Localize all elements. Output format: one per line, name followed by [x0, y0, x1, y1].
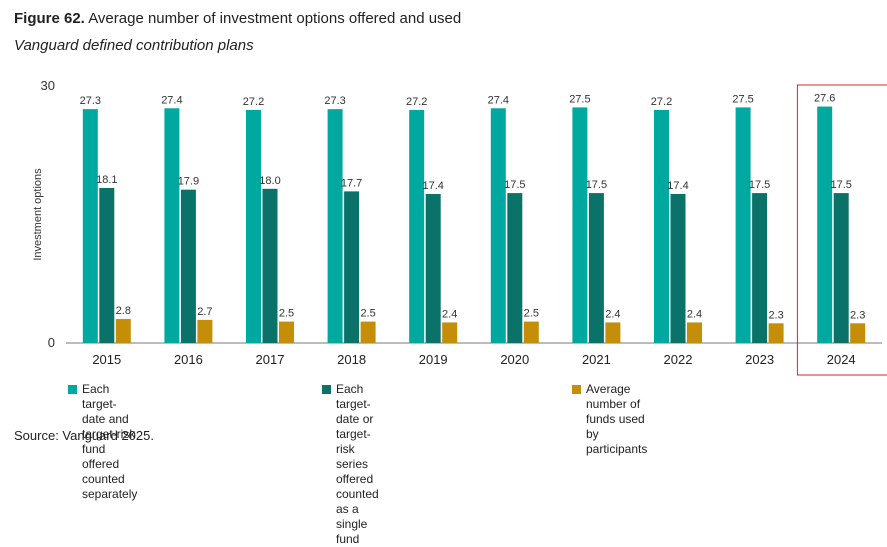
- data-label: 2.4: [687, 308, 702, 320]
- data-label: 18.0: [259, 175, 280, 187]
- bar: [817, 106, 833, 343]
- bar: [490, 108, 506, 343]
- bar: [768, 323, 784, 343]
- bar: [687, 322, 702, 343]
- legend-swatch-gold: [572, 385, 581, 394]
- bar: [735, 107, 751, 344]
- data-label: 17.5: [749, 179, 770, 191]
- data-label: 17.5: [504, 179, 525, 191]
- bar: [279, 321, 294, 343]
- figure-title-text: Average number of investment options off…: [88, 10, 462, 27]
- x-tick-label: 2019: [419, 352, 448, 367]
- bar: [670, 193, 686, 343]
- bar: [523, 321, 539, 343]
- bar: [180, 189, 196, 343]
- bar: [197, 319, 213, 343]
- bar: [262, 188, 278, 343]
- data-label: 17.4: [422, 180, 443, 192]
- x-tick-label: 2020: [500, 352, 529, 367]
- bar: [360, 321, 376, 343]
- bar: [327, 109, 343, 343]
- x-tick-label: 2023: [745, 352, 774, 367]
- bar: [164, 108, 180, 343]
- bar: [246, 109, 261, 343]
- bar: [850, 323, 866, 343]
- data-label: 27.5: [569, 93, 590, 105]
- data-label: 27.2: [651, 96, 672, 108]
- bar: [507, 193, 523, 343]
- data-label: 17.5: [586, 179, 607, 191]
- data-label: 2.3: [768, 309, 783, 321]
- bar: [99, 187, 115, 343]
- bar: [833, 193, 849, 343]
- data-label: 2.5: [360, 308, 375, 320]
- bar: [752, 193, 768, 343]
- bar-chart: Investment options 0 30 27.3 18.1 2.8 2015 27.4…: [32, 78, 887, 376]
- data-label: 27.4: [161, 94, 182, 106]
- data-label: 27.3: [80, 95, 101, 107]
- x-tick-label: 2024: [827, 352, 856, 367]
- data-label: 17.9: [178, 176, 199, 188]
- y-axis-title: Investment options: [32, 168, 44, 261]
- highlight-box-2024: [796, 84, 887, 376]
- x-tick-label: 2017: [256, 352, 285, 367]
- legend-swatch-dark-teal: [322, 385, 331, 394]
- x-tick-label: 2018: [337, 352, 366, 367]
- x-tick-label: 2016: [174, 352, 203, 367]
- data-label: 27.6: [814, 93, 835, 105]
- bar: [572, 107, 588, 344]
- bar: [605, 322, 621, 343]
- figure-subtitle: Vanguard defined contribution plans: [14, 37, 254, 54]
- data-label: 2.5: [279, 308, 294, 320]
- data-label: 2.7: [197, 306, 212, 318]
- legend-label-gold: Average number of funds used by particip…: [586, 382, 648, 456]
- figure-label: Figure 62.: [14, 10, 85, 27]
- figure-title: Figure 62. Average number of investment …: [14, 10, 461, 27]
- bar: [409, 109, 425, 343]
- bar: [442, 322, 458, 343]
- data-label: 2.3: [850, 309, 865, 321]
- legend-label-dark-teal: Each target-date or target-risk series o…: [336, 382, 379, 546]
- legend-swatch-teal: [68, 385, 77, 394]
- data-label: 2.4: [605, 308, 620, 320]
- x-tick-label: 2015: [92, 352, 121, 367]
- data-label: 17.5: [830, 179, 851, 191]
- source-note: Source: Vanguard 2025.: [14, 428, 154, 443]
- x-tick-label: 2021: [582, 352, 611, 367]
- data-label: 27.2: [243, 96, 264, 108]
- bar: [115, 319, 131, 343]
- data-label: 18.1: [96, 174, 117, 186]
- data-label: 27.4: [488, 94, 509, 106]
- data-label: 27.3: [324, 95, 345, 107]
- bar: [654, 109, 669, 343]
- data-label: 17.4: [667, 180, 688, 192]
- y-tick-label: 0: [48, 335, 55, 350]
- x-tick-label: 2022: [664, 352, 693, 367]
- bar: [588, 193, 604, 343]
- bar: [425, 193, 441, 343]
- bar: [82, 109, 98, 343]
- data-label: 2.4: [442, 308, 457, 320]
- data-label: 27.5: [732, 93, 753, 105]
- data-label: 2.8: [116, 305, 131, 317]
- y-tick-label: 30: [41, 78, 55, 93]
- data-label: 2.5: [524, 308, 539, 320]
- data-label: 27.2: [406, 96, 427, 108]
- data-label: 17.7: [341, 177, 362, 189]
- bar: [344, 191, 360, 343]
